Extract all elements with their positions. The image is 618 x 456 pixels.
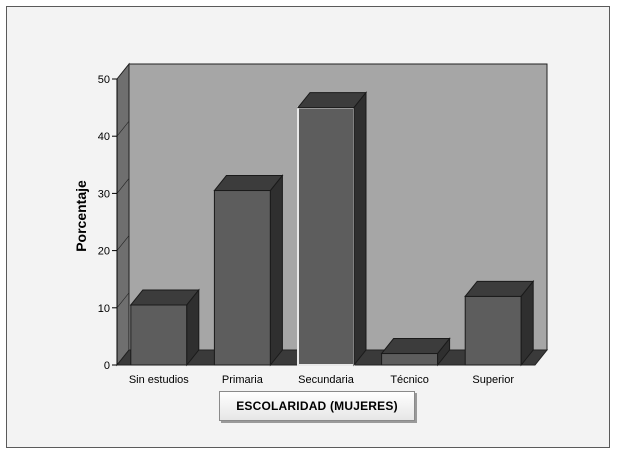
y-tick-depth — [116, 349, 130, 366]
y-tick-label: 20 — [98, 246, 110, 258]
bar-front — [464, 295, 522, 366]
bar-side — [353, 91, 367, 367]
y-tick-depth — [116, 121, 130, 137]
y-axis: 0 10 20 30 40 50 — [98, 63, 130, 372]
y-tick-depth — [116, 292, 130, 308]
x-tick-label: Primaria — [222, 374, 264, 386]
y-tick-depth — [116, 235, 130, 251]
y-tick-label: 10 — [98, 303, 110, 315]
x-tick-label: Técnico — [390, 374, 429, 386]
bar — [296, 91, 368, 367]
y-tick-label: 0 — [104, 360, 110, 372]
bar — [213, 174, 284, 367]
x-tick-label: Superior — [472, 374, 514, 386]
x-tick-label: Secundaria — [298, 374, 355, 386]
bar — [380, 337, 451, 367]
bar-front — [130, 304, 188, 366]
bars — [129, 91, 535, 367]
bar-front — [213, 190, 271, 366]
bar-side — [520, 279, 534, 367]
left-wall — [116, 62, 130, 367]
y-tick-label: 40 — [98, 131, 110, 143]
y-axis-label: Porcentaje — [73, 180, 89, 252]
bar-side — [437, 337, 451, 367]
x-axis: Sin estudios Primaria Secundaria Técnico Sup… — [129, 374, 514, 386]
y-tick-depth — [116, 63, 130, 80]
bar-side — [269, 174, 283, 367]
bar-side — [186, 288, 200, 367]
y-tick-depth — [116, 178, 130, 194]
bar-front — [381, 353, 439, 366]
x-axis-label: ESCOLARIDAD (MUJERES) — [219, 391, 415, 421]
x-tick-label: Sin estudios — [129, 374, 189, 386]
y-tick-label: 30 — [98, 188, 110, 200]
bar — [129, 288, 200, 367]
y-tick-label: 50 — [98, 74, 110, 86]
bar — [464, 279, 535, 367]
bar-front — [297, 106, 355, 366]
x-axis-label-text: ESCOLARIDAD (MUJERES) — [236, 399, 398, 413]
